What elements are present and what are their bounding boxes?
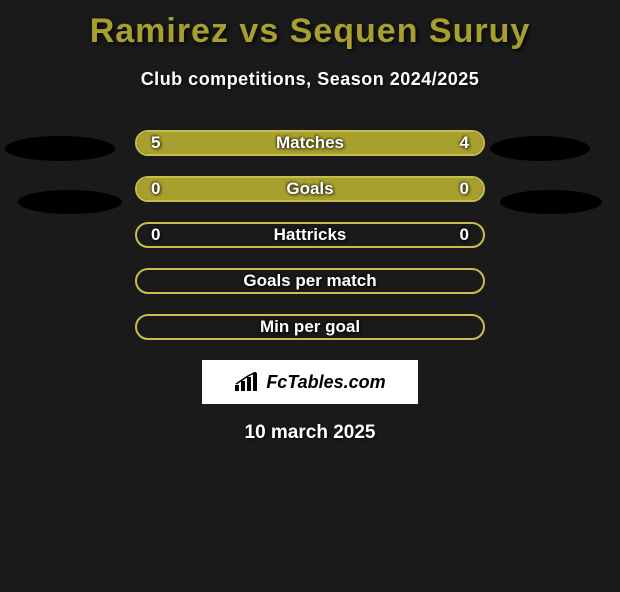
player-shadow-oval — [490, 136, 590, 161]
stat-value-left: 0 — [151, 225, 160, 245]
stat-value-left: 5 — [151, 133, 160, 153]
stat-rows-container: 5 4 Matches 0 0 Goals 0 0 Hattricks Goals per mat… — [135, 130, 485, 340]
stat-label: Hattricks — [274, 225, 347, 245]
stat-label: Goals per match — [243, 271, 376, 291]
bar-chart-icon — [234, 372, 260, 392]
date-text: 10 march 2025 — [0, 422, 620, 444]
stat-label: Matches — [276, 133, 344, 153]
stat-value-right: 0 — [460, 179, 469, 199]
watermark-text: FcTables.com — [266, 372, 385, 393]
stat-row: Goals per match — [135, 268, 485, 294]
stat-row: 0 0 Hattricks — [135, 222, 485, 248]
subtitle: Club competitions, Season 2024/2025 — [0, 69, 620, 90]
player-shadow-oval — [5, 136, 115, 161]
player-shadow-oval — [18, 190, 122, 214]
stat-row: 5 4 Matches — [135, 130, 485, 156]
stat-value-left: 0 — [151, 179, 160, 199]
player-shadow-oval — [500, 190, 602, 214]
stat-row: 0 0 Goals — [135, 176, 485, 202]
stat-label: Min per goal — [260, 317, 360, 337]
stat-fill-right — [310, 178, 483, 200]
page-title: Ramirez vs Sequen Suruy — [0, 12, 620, 51]
stat-value-right: 0 — [460, 225, 469, 245]
stat-value-right: 4 — [460, 133, 469, 153]
stat-fill-left — [137, 178, 310, 200]
stat-row: Min per goal — [135, 314, 485, 340]
watermark: FcTables.com — [202, 360, 418, 404]
stat-label: Goals — [286, 179, 333, 199]
